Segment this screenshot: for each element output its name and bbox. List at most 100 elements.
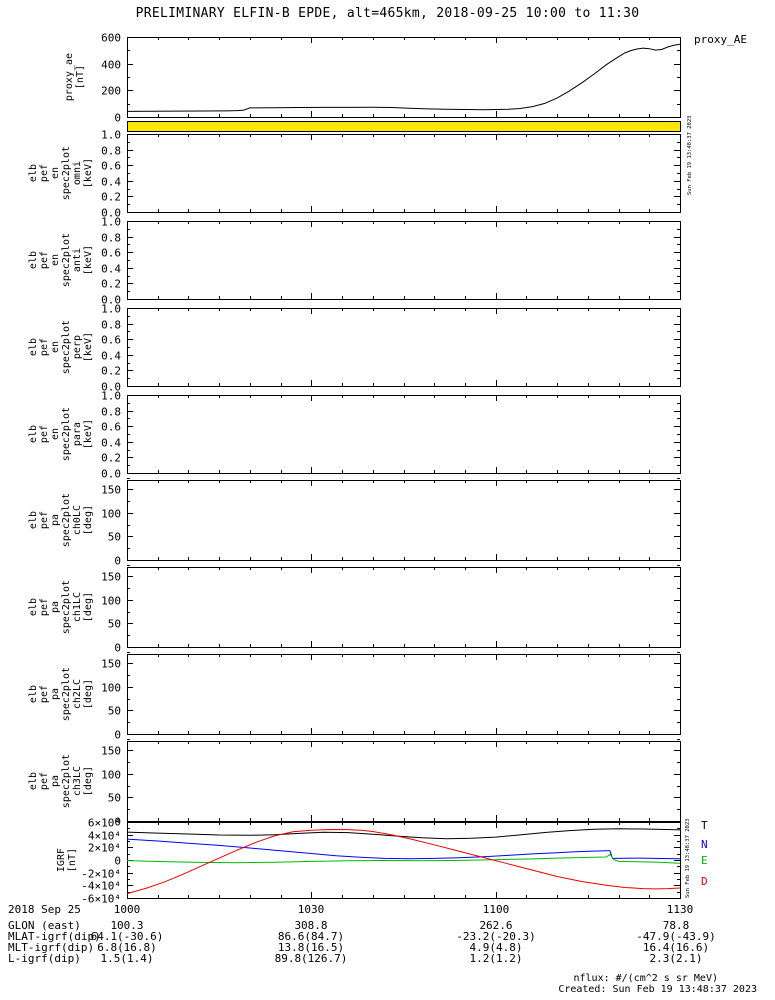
- y-tick-label: 1.0: [101, 302, 121, 315]
- y-tick-label: 0.2: [101, 364, 121, 377]
- y-tick-label: 0.6: [101, 159, 121, 172]
- ylabel-ch2lc: elb pef pa spec2plot ch2LC [deg]: [26, 654, 94, 734]
- y-tick-label: 0.8: [101, 231, 121, 244]
- ylabel-word: perp: [72, 334, 83, 360]
- series-D: [127, 828, 680, 895]
- x-tick-label-1130: 1130: [666, 903, 694, 916]
- ylabel-word: ch1LC: [72, 591, 83, 623]
- series-E: [127, 853, 680, 864]
- y-tick-label: 0.8: [101, 405, 121, 418]
- ylabel-word: [deg]: [83, 678, 94, 710]
- ylabel-word: pa: [50, 600, 61, 614]
- y-tick-label: 600: [101, 31, 121, 44]
- mlt-value-1: 6.8(16.8): [97, 941, 157, 954]
- glon-value-4: 78.8: [662, 919, 690, 932]
- ylabel-word: elb: [28, 684, 39, 704]
- y-tick-label: -2×10⁴: [81, 867, 121, 880]
- mlt-value-3: 4.9(4.8): [469, 941, 523, 954]
- ylabel-ch3lc: elb pef pa spec2plot ch3LC [deg]: [26, 741, 94, 821]
- y-tick-label: -6×10⁴: [81, 892, 121, 905]
- y-tick-label: 50: [108, 704, 121, 717]
- y-tick-label: 0: [114, 554, 121, 567]
- y-tick-label: 0: [114, 111, 121, 124]
- panel-anti: 0.0 0.2 0.4 0.6 0.8 1.0: [101, 215, 681, 306]
- panel-omni: 0.0 0.2 0.4 0.6 0.8 1.0: [101, 128, 681, 219]
- x-tick-label-1000: 1000: [113, 903, 141, 916]
- y-tick-label: 1.0: [101, 215, 121, 228]
- y-tick-label: 150: [101, 657, 121, 670]
- y-tick-label: 0.2: [101, 277, 121, 290]
- ylabel-word: pef: [39, 510, 50, 530]
- x-tick-label-1030: 1030: [297, 903, 325, 916]
- ylabel-word: pa: [50, 687, 61, 701]
- glon-value-3: 262.6: [479, 919, 513, 932]
- ylabel-perp: elb pef en spec2plot perp [keV]: [26, 308, 94, 386]
- y-tick-label: 0.4: [101, 175, 121, 188]
- y-tick-label: 400: [101, 58, 121, 71]
- ylabel-word: [nT]: [67, 847, 78, 873]
- ylabel-word: [deg]: [83, 504, 94, 536]
- y-tick-label: 2×10⁴: [88, 841, 121, 854]
- ylabel-word: ch3LC: [72, 765, 83, 797]
- y-tick-label: 0.0: [101, 380, 121, 393]
- ylabel-word: en: [50, 166, 61, 180]
- ylabel-word: [keV]: [83, 418, 94, 450]
- series-N: [127, 838, 680, 860]
- row-label-mlt: MLT-igrf(dip): [8, 941, 95, 954]
- ylabel-word: elb: [28, 597, 39, 617]
- ylabel-word: spec2plot: [61, 319, 72, 375]
- ylabel-word: proxy_ae: [64, 52, 75, 102]
- ylabel-word: omni: [72, 160, 83, 186]
- y-tick-label: 0.6: [101, 246, 121, 259]
- plot-title: PRELIMINARY ELFIN-B EPDE, alt=465km, 201…: [135, 6, 640, 21]
- y-tick-label: 0: [114, 641, 121, 654]
- y-tick-label: 100: [101, 768, 121, 781]
- glon-value-1: 100.3: [110, 919, 144, 932]
- y-tick-label: 200: [101, 84, 121, 97]
- ylabel-word: spec2plot: [61, 579, 72, 635]
- panel-perp: 0.0 0.2 0.4 0.6 0.8 1.0: [101, 302, 681, 393]
- series-proxy_AE: [127, 43, 680, 112]
- y-tick-label: 0.2: [101, 190, 121, 203]
- ylabel-word: pa: [50, 513, 61, 527]
- y-tick-label: 0.8: [101, 144, 121, 157]
- glon-value-2: 308.8: [294, 919, 328, 932]
- x-tick-label-1100: 1100: [482, 903, 510, 916]
- ylabel-word: pef: [39, 424, 50, 444]
- ylabel-ch0lc: elb pef pa spec2plot ch0LC [deg]: [26, 480, 94, 560]
- y-tick-label: 150: [101, 570, 121, 583]
- proxy-ae-right-label: proxy_AE: [694, 33, 747, 46]
- nflux-units-note: nflux: #/(cm^2 s sr MeV): [573, 973, 719, 984]
- mlt-value-4: 16.4(16.6): [642, 941, 710, 954]
- ylabel-word: pef: [39, 597, 50, 617]
- y-tick-label: 1.0: [101, 128, 121, 141]
- y-tick-label: 50: [108, 530, 121, 543]
- y-tick-label: 150: [101, 744, 121, 757]
- ylabel-word: [keV]: [83, 331, 94, 363]
- igrf-series-label-N: N: [701, 838, 708, 851]
- y-tick-label: 0.6: [101, 420, 121, 433]
- panel-ch3lc: 0 50 100 150: [101, 739, 681, 828]
- ylabel-proxy_ae: proxy_ae [nT]: [56, 37, 86, 117]
- igrf-series-label-E: E: [701, 854, 708, 867]
- ylabel-word: en: [50, 340, 61, 354]
- ylabel-word: [deg]: [83, 591, 94, 623]
- ylabel-word: pef: [39, 250, 50, 270]
- y-tick-label: 50: [108, 791, 121, 804]
- panel-proxy_ae: 0 200 400 600: [101, 31, 681, 124]
- ylabel-word: para: [72, 421, 83, 447]
- ylabel-word: elb: [28, 771, 39, 791]
- l-value-2: 89.8(126.7): [274, 952, 348, 965]
- panel-ch0lc: 0 50 100 150: [101, 478, 681, 567]
- l-value-1: 1.5(1.4): [100, 952, 154, 965]
- mlt-value-2: 13.8(16.5): [277, 941, 345, 954]
- l-value-3: 1.2(1.2): [469, 952, 523, 965]
- igrf-series-label-T: T: [701, 819, 708, 832]
- y-tick-label: 4×10⁴: [88, 829, 121, 842]
- ylabel-word: en: [50, 427, 61, 441]
- panel-ch2lc: 0 50 100 150: [101, 652, 681, 741]
- series-T: [127, 828, 680, 840]
- ylabel-word: [nT]: [75, 64, 86, 90]
